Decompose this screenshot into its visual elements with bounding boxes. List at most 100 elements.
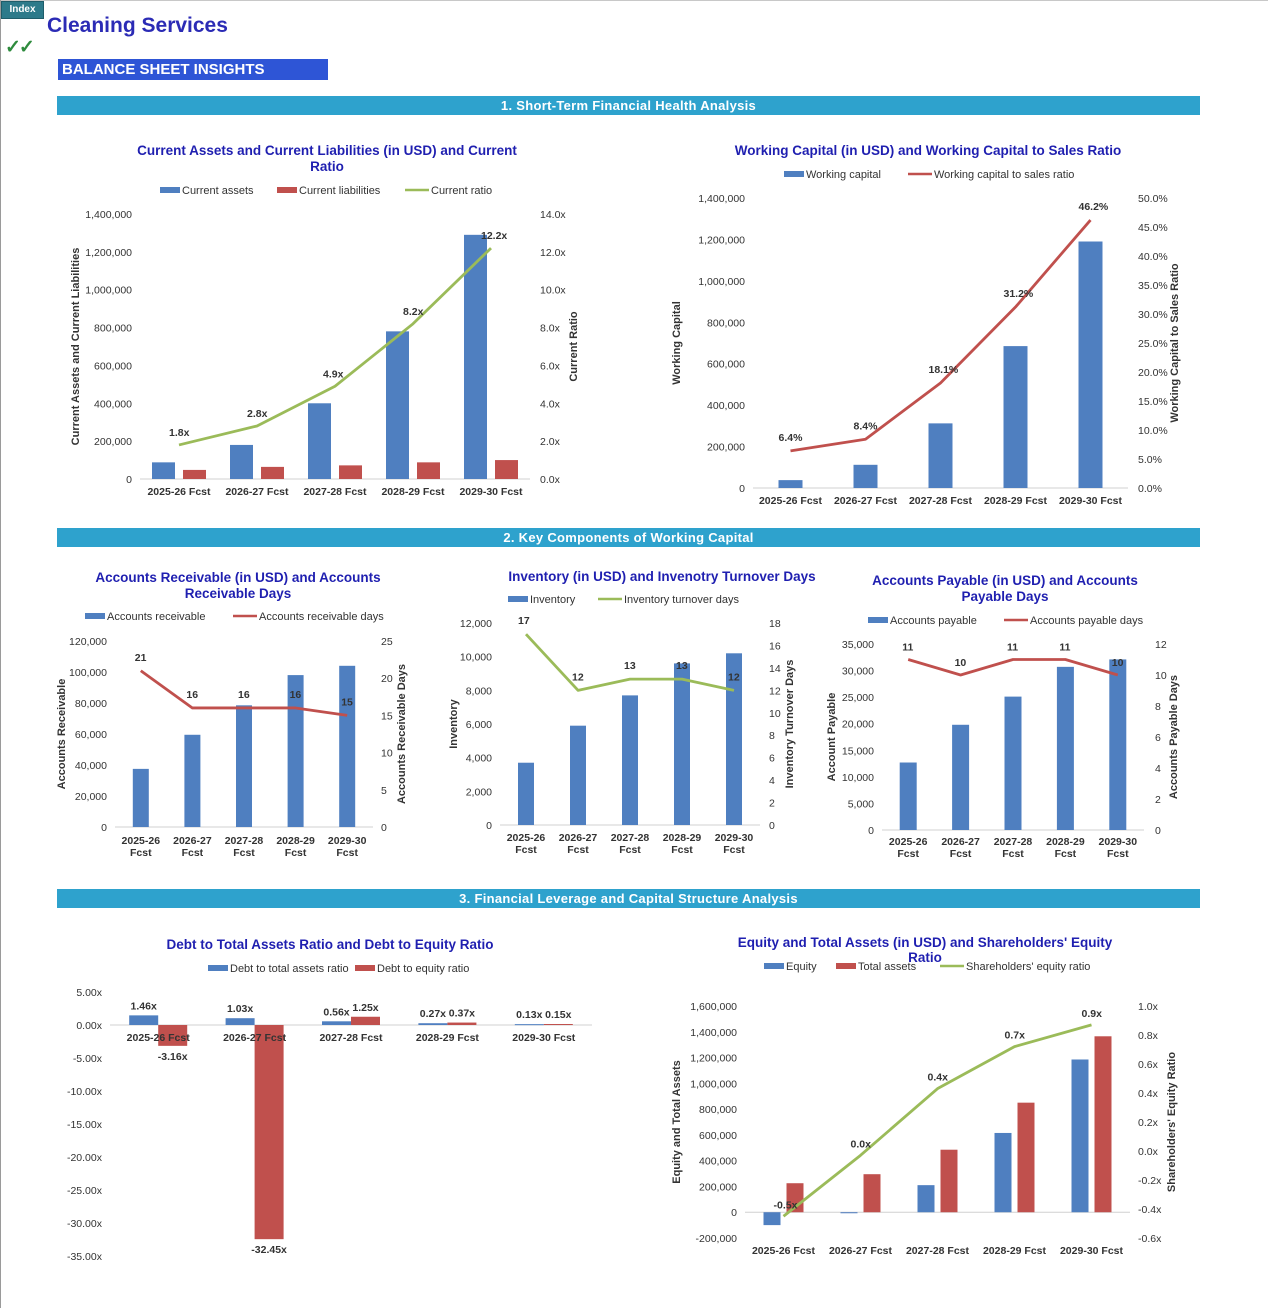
chart-title: Equity and Total Assets (in USD) and Sha… (738, 935, 1113, 950)
bar-accounts-payable (952, 724, 970, 830)
y-tick-label: 15,000 (842, 745, 874, 757)
y2-axis-title: Working Capital to Sales Ratio (1169, 263, 1181, 423)
legend-label-working-capital: Working capital (806, 169, 881, 181)
line-accounts-payable-days (907, 658, 1119, 677)
bar-current-assets (152, 462, 175, 479)
y-tick-label: 200,000 (94, 436, 132, 448)
bar-current-liabilities (261, 466, 284, 479)
y-axis-title: Accounts Receivable (56, 679, 68, 790)
bar-equity (1071, 1059, 1089, 1213)
y2-tick-label: 20.0% (1138, 367, 1168, 379)
x-tick-label: Fcst (723, 844, 745, 856)
legend-label-working-capital-to-sales-ratio: Working capital to sales ratio (934, 169, 1074, 181)
y2-tick-label: 0.6x (1138, 1059, 1159, 1071)
y2-tick-label: 8 (1155, 701, 1161, 713)
y-tick-label: 800,000 (707, 317, 745, 329)
data-label-inventory-turnover-days: 12 (728, 671, 740, 683)
data-label-inventory-turnover-days: 13 (624, 660, 636, 672)
bar-current-assets (386, 331, 409, 479)
legend-label-current-ratio: Current ratio (431, 185, 492, 197)
y-tick-label: 6,000 (466, 719, 492, 731)
y-tick-label: 60,000 (75, 729, 107, 741)
index-button[interactable]: Index (1, 1, 44, 19)
y2-tick-label: 4 (1155, 763, 1161, 775)
data-label-current-ratio: 8.2x (403, 306, 424, 318)
bar-current-liabilities (339, 465, 362, 479)
y2-tick-label: 6 (769, 753, 775, 765)
y-tick-label: 1,200,000 (690, 1053, 737, 1065)
chart-title: Payable Days (961, 589, 1048, 604)
data-label-shareholders-equity-ratio: 0.0x (851, 1138, 872, 1150)
y-tick-label: 20,000 (842, 719, 874, 731)
y-tick-label: -25.00x (67, 1185, 103, 1197)
x-tick-label: Fcst (1107, 848, 1129, 860)
data-label-shareholders-equity-ratio: 0.9x (1082, 1008, 1103, 1020)
y-tick-label: 400,000 (707, 400, 745, 412)
bar-accounts-receivable (339, 665, 356, 827)
x-tick-label: 2027-28 Fcst (909, 495, 973, 507)
legend-label-current-assets: Current assets (182, 185, 254, 197)
legend-swatch-current-liabilities (277, 187, 297, 193)
y-tick-label: 0 (101, 822, 107, 834)
y2-tick-label: 0 (769, 820, 775, 832)
bar-current-assets (308, 403, 331, 479)
y2-tick-label: 10 (1155, 670, 1167, 682)
data-label-working-capital-to-sales-ratio: 6.4% (779, 432, 804, 444)
y-tick-label: 0 (739, 483, 745, 495)
y-tick-label: 30,000 (842, 666, 874, 678)
x-tick-label: 2027-28 Fcst (319, 1032, 383, 1044)
x-tick-label: Fcst (182, 847, 204, 859)
data-label-working-capital-to-sales-ratio: 8.4% (854, 420, 879, 432)
y-tick-label: 1,600,000 (690, 1001, 737, 1013)
bar-accounts-payable (1056, 666, 1074, 830)
y2-tick-label: 5 (381, 785, 387, 797)
chart-title: Debt to Total Assets Ratio and Debt to E… (166, 937, 493, 952)
x-tick-label: 2025-26 Fcst (147, 486, 211, 498)
x-tick-label: Fcst (515, 844, 537, 856)
y2-tick-label: 2.0x (540, 436, 561, 448)
y-tick-label: 120,000 (69, 636, 107, 648)
x-tick-label: 2028-29 Fcst (381, 486, 445, 498)
legend-label-accounts-payable: Accounts payable (890, 615, 977, 627)
y2-tick-label: 0.0% (1138, 483, 1162, 495)
y-tick-label: 800,000 (699, 1104, 737, 1116)
bar-accounts-receivable (287, 675, 304, 827)
data-label-debt-to-total-assets-ratio: 0.27x (420, 1008, 446, 1020)
x-tick-label: 2027-28 (225, 835, 264, 847)
x-tick-label: 2028-29 Fcst (984, 495, 1048, 507)
legend-label-total-assets: Total assets (858, 961, 917, 973)
x-tick-label: 2028-29 Fcst (983, 1245, 1047, 1257)
legend-label-equity: Equity (786, 961, 817, 973)
bar-accounts-receivable (132, 768, 149, 827)
legend-swatch-debt-to-total-assets-ratio (208, 965, 228, 971)
y2-tick-label: 2 (1155, 794, 1161, 806)
y2-tick-label: 0.4x (1138, 1088, 1159, 1100)
bar-debt-to-equity-ratio (351, 1016, 380, 1025)
y-axis-title: Account Payable (826, 693, 838, 782)
x-tick-label: 2028-29 Fcst (416, 1032, 480, 1044)
legend-swatch-debt-to-equity-ratio (355, 965, 375, 971)
y-tick-label: 80,000 (75, 698, 107, 710)
y2-tick-label: 15 (381, 710, 393, 722)
data-label-debt-to-total-assets-ratio: 1.03x (227, 1003, 253, 1015)
x-tick-label: 2026-27 Fcst (225, 486, 289, 498)
y-tick-label: 0 (126, 474, 132, 486)
data-label-working-capital-to-sales-ratio: 18.1% (929, 364, 959, 376)
y-tick-label: 20,000 (75, 791, 107, 803)
x-tick-label: Fcst (567, 844, 589, 856)
bar-inventory (570, 725, 586, 825)
legend-label-current-liabilities: Current liabilities (299, 185, 381, 197)
x-tick-label: 2028-29 (1046, 836, 1085, 848)
y-tick-label: 200,000 (699, 1181, 737, 1193)
bar-debt-to-total-assets-ratio (322, 1021, 351, 1025)
y2-tick-label: 6.0x (540, 360, 561, 372)
chart-title: Working Capital (in USD) and Working Cap… (735, 143, 1122, 158)
chart-title: Accounts Receivable (in USD) and Account… (95, 570, 380, 585)
y-tick-label: 12,000 (460, 618, 492, 630)
legend-swatch-accounts-payable (868, 617, 888, 623)
legend-label-debt-to-equity-ratio: Debt to equity ratio (377, 963, 469, 975)
data-label-accounts-payable-days: 10 (955, 657, 967, 669)
y2-tick-label: 45.0% (1138, 222, 1168, 234)
line-current-ratio (178, 247, 492, 447)
line-shareholders-equity-ratio (782, 1023, 1092, 1218)
